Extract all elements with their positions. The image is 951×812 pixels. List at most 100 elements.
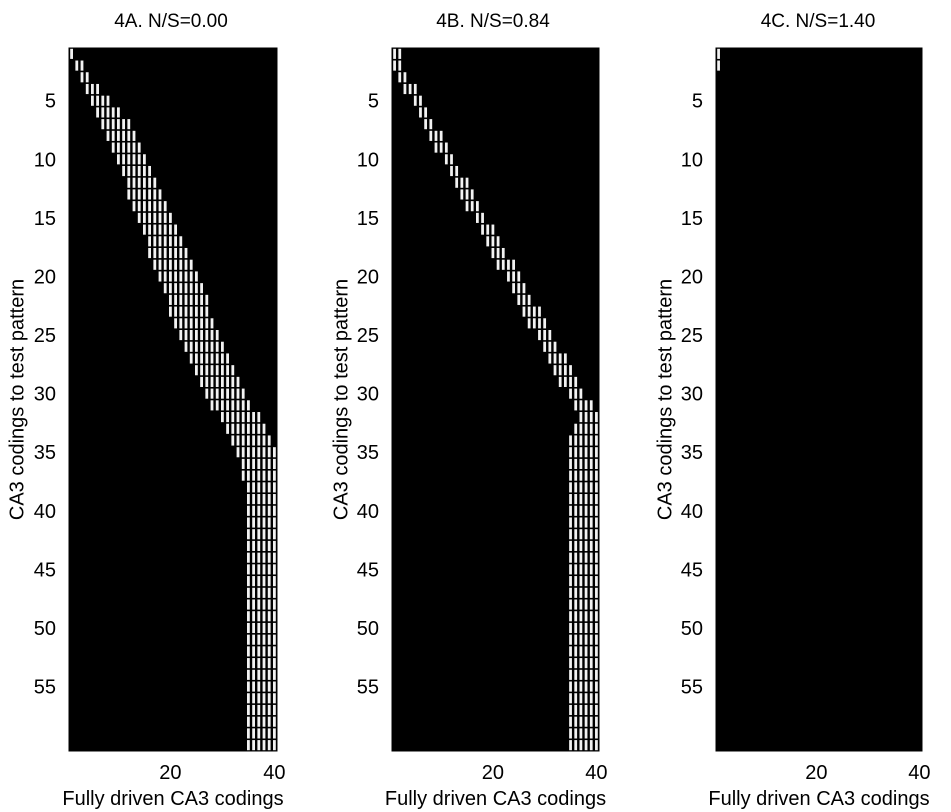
heatmap-cell (579, 587, 583, 598)
heatmap-cell (595, 470, 598, 481)
heatmap-cell (267, 552, 271, 563)
heatmap-cell (257, 576, 261, 587)
heatmap-cell (584, 412, 588, 423)
heatmap-cell (589, 611, 593, 622)
heatmap-cell (574, 634, 578, 645)
heatmap-cell (579, 622, 583, 634)
heatmap-cell (413, 95, 417, 106)
heatmap-cell (579, 540, 583, 552)
heatmap-cell (257, 634, 261, 645)
heatmap-cell (169, 283, 172, 294)
heatmap-cell (584, 634, 588, 645)
heatmap-cell (267, 540, 271, 552)
heatmap-cell (257, 658, 261, 669)
heatmap-cell (267, 658, 271, 669)
heatmap-cell (267, 599, 271, 610)
heatmap-cell (589, 740, 593, 751)
heatmap-cell (429, 130, 433, 141)
heatmap-cell (252, 669, 255, 680)
heatmap-cell (574, 669, 578, 680)
heatmap-cell (179, 259, 183, 270)
heatmap-cell (450, 165, 453, 177)
heatmap-cell (236, 423, 240, 434)
heatmap-cell (273, 669, 276, 680)
heatmap-cell (195, 283, 198, 294)
heatmap-panel-2: 4B. N/S=0.84 5 10 15 20 25 30 35 40 45 50 55 20 40 Ful… (330, 11, 607, 810)
heatmap-cell (252, 728, 255, 739)
heatmap-cell (96, 83, 99, 95)
heatmap-cell (589, 681, 593, 692)
heatmap-cell (195, 318, 198, 329)
heatmap-cell (595, 634, 598, 645)
heatmap-cell (419, 95, 422, 106)
heatmap-cell (174, 236, 177, 247)
heatmap-cell (262, 693, 266, 704)
heatmap-cell (252, 622, 255, 634)
heatmap-cell (579, 669, 583, 680)
heatmap-cell (267, 716, 271, 727)
heatmap-cell (496, 236, 500, 247)
heatmap-cell (158, 224, 162, 235)
heatmap-cell (569, 587, 572, 598)
heatmap-cell (143, 165, 146, 177)
heatmap-cell (589, 693, 593, 704)
heatmap-cell (70, 48, 73, 59)
heatmap-cell (252, 470, 255, 481)
heatmap-cell (579, 470, 583, 481)
heatmap-cell (569, 622, 572, 634)
heatmap-cell (273, 505, 276, 516)
heatmap-cell (247, 622, 250, 634)
heatmap-cell (507, 271, 510, 282)
heatmap-cell (579, 435, 583, 446)
heatmap-cell (579, 634, 583, 645)
heatmap-cell (210, 376, 214, 387)
heatmap-cell (574, 646, 578, 657)
heatmap-cell (174, 247, 177, 259)
heatmap-cell (231, 388, 235, 399)
heatmap-cell (106, 119, 110, 130)
heatmap-cell (252, 517, 255, 528)
heatmap-cell (584, 740, 588, 751)
heatmap-cell (132, 142, 136, 153)
heatmap-cell (465, 177, 469, 188)
heatmap-cell (247, 658, 250, 669)
heatmap-cell (117, 107, 120, 118)
y-tick-label: 30 (34, 384, 56, 406)
heatmap-cell (184, 330, 188, 341)
heatmap-cell (137, 177, 141, 188)
y-tick-label: 30 (681, 384, 703, 406)
heatmap-cell (496, 259, 500, 270)
heatmap-cell (589, 517, 593, 528)
heatmap-cell (257, 552, 261, 563)
heatmap-cell (579, 458, 583, 469)
heatmap-cell (127, 119, 131, 130)
heatmap-cell (75, 60, 79, 71)
heatmap-cell (252, 423, 255, 434)
heatmap-cell (226, 376, 229, 387)
y-axis-label: CA3 codings to test pattern (6, 279, 28, 520)
heatmap-cell (184, 247, 188, 259)
heatmap-cell (179, 294, 183, 305)
heatmap-cell (231, 412, 235, 423)
heatmap-cell (137, 189, 141, 200)
heatmap-cell (257, 587, 261, 598)
heatmap-cell (257, 740, 261, 751)
y-tick-label: 40 (357, 501, 379, 523)
heatmap-cell (273, 576, 276, 587)
y-tick-label: 55 (357, 677, 379, 699)
heatmap-cell (522, 283, 526, 294)
heatmap-cell (143, 189, 146, 200)
heatmap-cell (595, 412, 598, 423)
heatmap-cell (189, 271, 193, 282)
heatmap-cell (273, 646, 276, 657)
heatmap-cell (589, 400, 593, 411)
heatmap-cell (257, 564, 261, 575)
heatmap-cell (476, 201, 479, 212)
heatmap-cell (273, 447, 276, 458)
heatmap-cell (221, 353, 224, 364)
heatmap-cell (589, 704, 593, 716)
heatmap-cell (434, 142, 438, 153)
heatmap-cell (184, 294, 188, 305)
heatmap-cell (569, 693, 572, 704)
heatmap-cell (584, 611, 588, 622)
